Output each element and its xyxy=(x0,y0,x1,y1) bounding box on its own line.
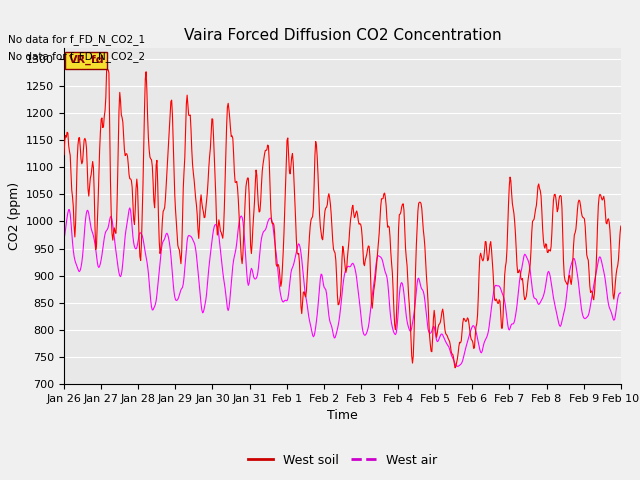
Y-axis label: CO2 (ppm): CO2 (ppm) xyxy=(8,182,20,250)
Title: Vaira Forced Diffusion CO2 Concentration: Vaira Forced Diffusion CO2 Concentration xyxy=(184,28,501,43)
Legend: West soil, West air: West soil, West air xyxy=(243,449,442,472)
Text: VR_fd: VR_fd xyxy=(68,55,104,65)
Text: No data for f_FD_N_CO2_2: No data for f_FD_N_CO2_2 xyxy=(8,51,145,62)
X-axis label: Time: Time xyxy=(327,409,358,422)
Text: No data for f_FD_N_CO2_1: No data for f_FD_N_CO2_1 xyxy=(8,35,145,46)
